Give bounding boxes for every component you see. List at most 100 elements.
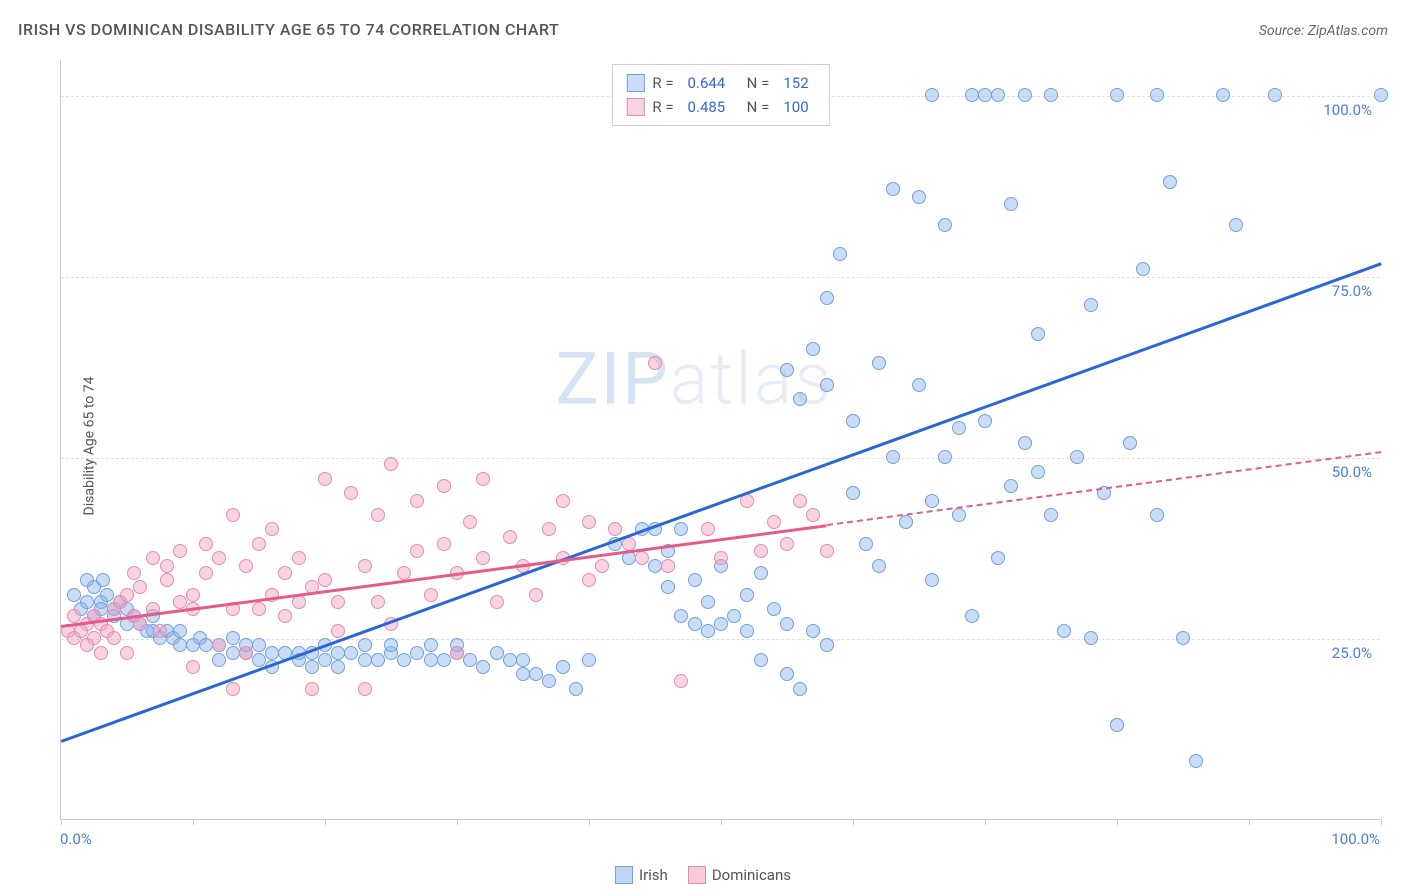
data-point xyxy=(252,653,266,667)
data-point xyxy=(331,646,345,660)
data-point xyxy=(952,421,966,435)
x-tick xyxy=(457,819,458,825)
data-point xyxy=(820,638,834,652)
data-point xyxy=(80,595,94,609)
data-point xyxy=(780,363,794,377)
data-point xyxy=(153,624,167,638)
data-point xyxy=(292,551,306,565)
data-point xyxy=(278,566,292,580)
stat-r-value: 0.485 xyxy=(688,95,726,119)
data-point xyxy=(160,573,174,587)
data-point xyxy=(688,573,702,587)
data-point xyxy=(1136,262,1150,276)
data-point xyxy=(688,617,702,631)
data-point xyxy=(1031,465,1045,479)
data-point xyxy=(371,508,385,522)
data-point xyxy=(872,356,886,370)
data-point xyxy=(133,617,147,631)
data-point xyxy=(94,646,108,660)
data-point xyxy=(925,494,939,508)
data-point xyxy=(846,414,860,428)
data-point xyxy=(529,667,543,681)
data-point xyxy=(87,631,101,645)
stat-n-value: 152 xyxy=(783,71,808,95)
data-point xyxy=(1057,624,1071,638)
data-point xyxy=(595,559,609,573)
data-point xyxy=(239,559,253,573)
data-point xyxy=(1110,88,1124,102)
data-point xyxy=(542,522,556,536)
data-point xyxy=(490,646,504,660)
data-point xyxy=(1189,754,1203,768)
data-point xyxy=(226,646,240,660)
data-point xyxy=(212,638,226,652)
data-point xyxy=(424,638,438,652)
data-point xyxy=(912,378,926,392)
data-point xyxy=(582,653,596,667)
data-point xyxy=(186,660,200,674)
data-point xyxy=(516,667,530,681)
data-point xyxy=(371,653,385,667)
data-point xyxy=(714,617,728,631)
data-point xyxy=(437,479,451,493)
data-point xyxy=(780,537,794,551)
data-point xyxy=(437,537,451,551)
legend: IrishDominicans xyxy=(615,866,791,884)
data-point xyxy=(701,522,715,536)
data-point xyxy=(424,588,438,602)
data-point xyxy=(1031,327,1045,341)
data-point xyxy=(410,646,424,660)
chart-title: IRISH VS DOMINICAN DISABILITY AGE 65 TO … xyxy=(18,20,559,39)
data-point xyxy=(226,682,240,696)
data-point xyxy=(371,595,385,609)
data-point xyxy=(674,674,688,688)
data-point xyxy=(648,356,662,370)
data-point xyxy=(608,522,622,536)
data-point xyxy=(96,573,110,587)
data-point xyxy=(173,544,187,558)
data-point xyxy=(846,486,860,500)
stat-r-label: R = xyxy=(652,95,673,119)
data-point xyxy=(978,414,992,428)
x-tick xyxy=(1117,819,1118,825)
legend-swatch xyxy=(615,866,633,884)
data-point xyxy=(226,631,240,645)
data-point xyxy=(252,602,266,616)
data-point xyxy=(331,624,345,638)
x-tick xyxy=(589,819,590,825)
x-tick xyxy=(325,819,326,825)
data-point xyxy=(1018,88,1032,102)
x-axis-end-label: 100.0% xyxy=(1331,830,1380,848)
data-point xyxy=(622,551,636,565)
data-point xyxy=(872,559,886,573)
data-point xyxy=(107,631,121,645)
data-point xyxy=(754,653,768,667)
data-point xyxy=(397,566,411,580)
data-point xyxy=(542,674,556,688)
data-point xyxy=(437,653,451,667)
data-point xyxy=(991,88,1005,102)
data-point xyxy=(648,559,662,573)
data-point xyxy=(252,537,266,551)
data-point xyxy=(740,624,754,638)
data-point xyxy=(556,494,570,508)
data-point xyxy=(1150,88,1164,102)
gridline xyxy=(61,277,1380,278)
data-point xyxy=(318,573,332,587)
data-point xyxy=(476,472,490,486)
data-point xyxy=(358,559,372,573)
stat-r-value: 0.644 xyxy=(688,71,726,95)
data-point xyxy=(173,595,187,609)
data-point xyxy=(925,88,939,102)
data-point xyxy=(226,508,240,522)
data-point xyxy=(1150,508,1164,522)
data-point xyxy=(674,522,688,536)
data-point xyxy=(793,392,807,406)
data-point xyxy=(265,522,279,536)
data-point xyxy=(701,595,715,609)
data-point xyxy=(820,378,834,392)
data-point xyxy=(450,646,464,660)
data-point xyxy=(212,551,226,565)
data-point xyxy=(556,660,570,674)
legend-item: Irish xyxy=(615,866,668,884)
